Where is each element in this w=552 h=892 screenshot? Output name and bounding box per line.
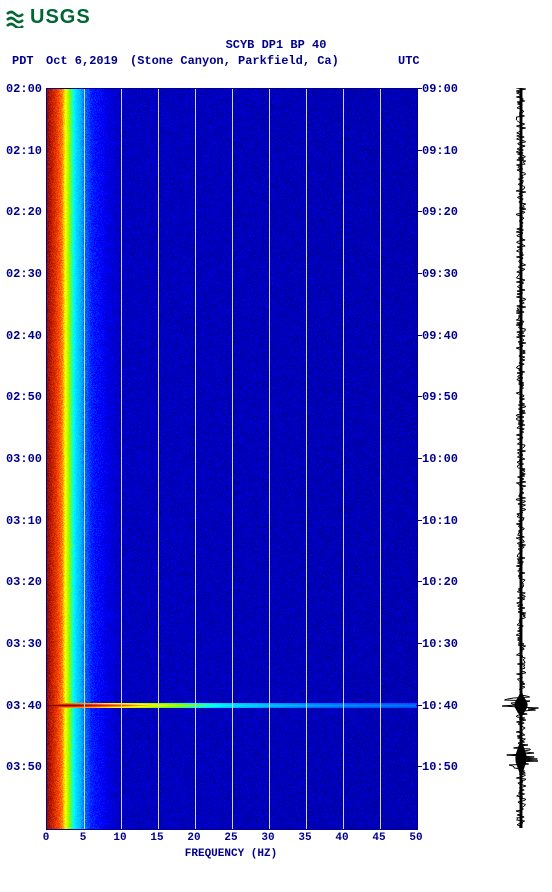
y-right-tick [416,273,422,274]
y-right-tick [416,705,422,706]
y-left-tick-label: 02:50 [2,390,42,404]
pdt-label: PDT [12,54,34,68]
y-left-tick-label: 03:10 [2,514,42,528]
y-right-tick [416,643,422,644]
y-right-tick-label: 09:30 [422,267,458,281]
x-tick-label: 35 [298,832,311,844]
y-left-tick-label: 03:50 [2,760,42,774]
y-right-tick-label: 10:10 [422,514,458,528]
y-left-tick-label: 03:40 [2,699,42,713]
y-left-tick-label: 03:30 [2,637,42,651]
page: { "logo_text":"USGS", "title":"SCYB DP1 … [0,0,552,892]
usgs-wave-icon [6,8,28,28]
x-tick-label: 30 [261,832,274,844]
y-left-tick-label: 03:20 [2,575,42,589]
gridline [306,89,307,829]
y-right-tick-label: 10:20 [422,575,458,589]
gridline [84,89,85,829]
y-right-tick-label: 10:40 [422,699,458,713]
y-left-tick-label: 02:00 [2,82,42,96]
y-right-tick [416,766,422,767]
y-right-tick [416,458,422,459]
y-right-tick [416,150,422,151]
gridline [121,89,122,829]
x-tick-label: 20 [187,832,200,844]
date-label: Oct 6,2019 [46,54,118,68]
x-tick-label: 50 [409,832,422,844]
utc-label: UTC [398,54,420,68]
x-tick-label: 0 [43,832,50,844]
gridline [343,89,344,829]
y-right-tick-label: 10:30 [422,637,458,651]
y-right-tick-label: 09:40 [422,329,458,343]
y-right-tick-label: 09:20 [422,205,458,219]
usgs-logo: USGS [6,6,91,29]
y-right-tick-label: 10:00 [422,452,458,466]
gridline [158,89,159,829]
gridline [195,89,196,829]
y-left-tick-label: 02:30 [2,267,42,281]
x-tick-label: 40 [335,832,348,844]
y-right-tick [416,581,422,582]
y-left-tick-label: 03:00 [2,452,42,466]
x-tick-label: 15 [150,832,163,844]
station-label: (Stone Canyon, Parkfield, Ca) [130,54,339,68]
x-axis-title: FREQUENCY (HZ) [46,848,416,860]
usgs-logo-text: USGS [30,6,91,29]
y-left-tick-label: 02:40 [2,329,42,343]
gridline [269,89,270,829]
seismogram-canvas [498,88,544,828]
chart-title: SCYB DP1 BP 40 [0,38,552,52]
y-right-tick-label: 09:00 [422,82,458,96]
x-tick-label: 10 [113,832,126,844]
gridline [232,89,233,829]
y-right-tick [416,520,422,521]
y-left-tick-label: 02:10 [2,144,42,158]
y-left-tick-label: 02:20 [2,205,42,219]
y-right-tick-label: 09:50 [422,390,458,404]
y-right-tick-label: 10:50 [422,760,458,774]
x-tick-label: 25 [224,832,237,844]
x-tick-label: 45 [372,832,385,844]
y-right-tick-label: 09:10 [422,144,458,158]
y-right-tick [416,396,422,397]
y-right-tick [416,88,422,89]
spectrogram-plot [46,88,418,830]
x-tick-label: 5 [80,832,87,844]
gridline [380,89,381,829]
seismogram-plot [498,88,544,828]
y-right-tick [416,211,422,212]
y-right-tick [416,335,422,336]
